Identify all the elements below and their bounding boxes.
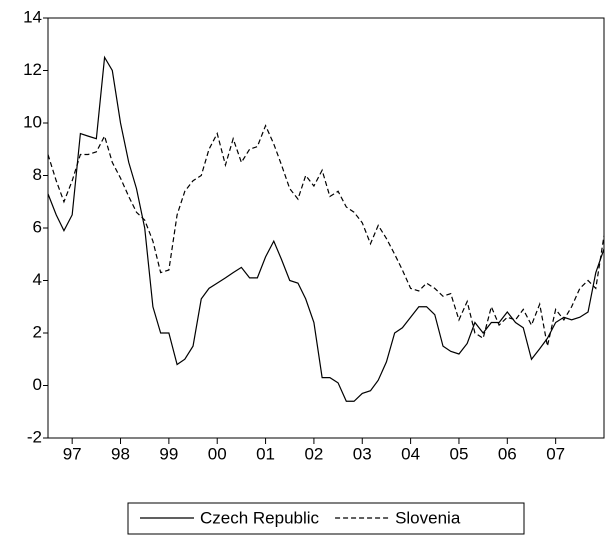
plot-frame xyxy=(47,17,605,439)
legend-label: Slovenia xyxy=(395,508,461,527)
y-tick-label: 8 xyxy=(33,165,42,184)
legend: Czech Republic Slovenia xyxy=(127,502,525,535)
y-tick-label: 0 xyxy=(33,375,42,394)
legend-label: Czech Republic xyxy=(200,508,320,527)
x-tick-label: 02 xyxy=(304,444,323,463)
y-tick-label: 4 xyxy=(33,270,42,289)
x-tick-label: 97 xyxy=(63,444,82,463)
x-tick-label: 05 xyxy=(449,444,468,463)
y-tick-label: 2 xyxy=(33,322,42,341)
y-tick-label: 6 xyxy=(33,217,42,236)
x-tick-label: 00 xyxy=(208,444,227,463)
x-tick-label: 04 xyxy=(401,444,420,463)
y-tick-label: 14 xyxy=(23,7,42,26)
x-tick-label: 98 xyxy=(111,444,130,463)
series-line xyxy=(47,124,605,347)
x-tick-label: 06 xyxy=(498,444,517,463)
x-tick-label: 07 xyxy=(546,444,565,463)
series-line xyxy=(47,55,605,402)
x-tick-label: 01 xyxy=(256,444,275,463)
y-tick-label: 10 xyxy=(23,112,42,131)
x-tick-label: 99 xyxy=(159,444,178,463)
y-tick-label: -2 xyxy=(27,427,42,446)
y-tick-label: 12 xyxy=(23,60,42,79)
x-tick-label: 03 xyxy=(353,444,372,463)
